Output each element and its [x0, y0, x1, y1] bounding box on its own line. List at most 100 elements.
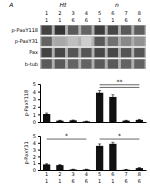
plot-area [43, 91, 143, 122]
y-tick-label: 5 [33, 81, 36, 87]
y-tick-mark [38, 170, 40, 171]
x-tick-sublabel: 6 [72, 178, 75, 184]
error-cap [111, 145, 114, 146]
x-tick-label: 7 [125, 171, 128, 177]
bar [109, 97, 116, 122]
gel-band [134, 37, 144, 46]
y-tick: 1 [33, 160, 40, 166]
gel-band [121, 26, 131, 35]
column-sub: 6 [72, 17, 75, 23]
bar [43, 114, 50, 122]
gel-lane-background [40, 48, 146, 58]
error-cap [138, 167, 141, 168]
x-axis [41, 122, 147, 123]
column-number: 6 [111, 10, 114, 16]
significance-label: * [65, 132, 68, 139]
column-number: 4 [85, 10, 88, 16]
y-tick-label: 5 [33, 133, 36, 139]
gel-band [108, 48, 118, 57]
x-tick: 86 [138, 170, 141, 184]
gel-lane-background [40, 25, 146, 35]
y-tick-mark [38, 99, 40, 100]
y-axis-line [38, 137, 41, 171]
error-cap [98, 90, 101, 91]
gel-band [81, 37, 91, 46]
error-cap [125, 120, 128, 121]
bar [56, 121, 63, 122]
gel-band [41, 48, 51, 57]
error-cap [45, 163, 48, 164]
y-tick-label: 1 [33, 160, 36, 166]
column-number: 1 [45, 10, 48, 16]
y-tick-mark [38, 150, 40, 151]
y-tick: 2 [33, 104, 40, 110]
error-bar [126, 120, 127, 122]
gel-band [94, 26, 104, 35]
y-tick-mark [38, 143, 40, 144]
y-tick-label: 4 [33, 89, 36, 95]
x-tick: 21 [58, 170, 61, 184]
x-tick: 61 [111, 170, 114, 184]
gel-band [134, 26, 144, 35]
gel: AHtn1121364651617686p-PaxY118p-PaxY31Pax… [8, 1, 146, 69]
x-tick: 51 [98, 170, 101, 184]
y-tick: 3 [33, 147, 40, 153]
column-number: 7 [125, 10, 128, 16]
error-cap [111, 99, 114, 100]
gel-band [121, 37, 131, 46]
y-tick-label: 1 [33, 112, 36, 118]
gel-band [55, 59, 65, 68]
x-tick-sublabel: 1 [98, 178, 101, 184]
column-sub: 1 [58, 17, 61, 23]
y-tick-label: 3 [33, 147, 36, 153]
y-tick: 4 [33, 140, 40, 146]
gel-lane-background [40, 36, 146, 46]
error-cap [111, 142, 114, 143]
y-tick-label: 2 [33, 104, 36, 110]
significance-label: ** [117, 78, 123, 85]
bar [69, 120, 76, 122]
gel-band [81, 59, 91, 68]
x-axis-line [41, 170, 147, 171]
x-tick-sublabel: 1 [45, 178, 48, 184]
column-sub: 6 [85, 17, 88, 23]
error-cap [58, 164, 61, 165]
plot-area [43, 142, 143, 170]
y-tick-mark [38, 122, 40, 123]
bar [96, 146, 103, 170]
error-cap [111, 94, 114, 95]
column-sub: 1 [45, 17, 48, 23]
x-tick: 46 [85, 170, 88, 184]
error-cap [98, 143, 101, 144]
y-axis-title: p-PaxY31 [23, 141, 30, 164]
error-cap [98, 147, 101, 148]
y-tick-label: 4 [33, 140, 36, 146]
error-bar [139, 168, 140, 169]
y-tick-mark [38, 163, 40, 164]
error-bar [86, 121, 87, 122]
x-tick-sublabel: 6 [85, 178, 88, 184]
y-tick-mark [38, 107, 40, 108]
error-bar [99, 144, 100, 148]
gel-band [134, 59, 144, 68]
column-number: 3 [72, 10, 75, 16]
error-cap [125, 120, 128, 121]
error-cap [58, 120, 61, 121]
gel-band [68, 37, 78, 46]
error-bar [46, 164, 47, 165]
y-tick-mark [38, 84, 40, 85]
y-tick-mark [38, 114, 40, 115]
gel-band [121, 59, 131, 68]
x-tick-label: 3 [72, 171, 75, 177]
y-axis: 012345 [33, 81, 41, 125]
bar [43, 164, 50, 170]
gel-band [81, 26, 91, 35]
bar-chart: 012345p-PaxY118** [23, 78, 147, 125]
gel-band [55, 48, 65, 57]
gel-band [68, 59, 78, 68]
error-bar [139, 119, 140, 121]
y-tick: 2 [33, 154, 40, 160]
y-axis: 012345 [33, 133, 41, 173]
x-tick-sublabel: 6 [125, 178, 128, 184]
error-cap [45, 165, 48, 166]
